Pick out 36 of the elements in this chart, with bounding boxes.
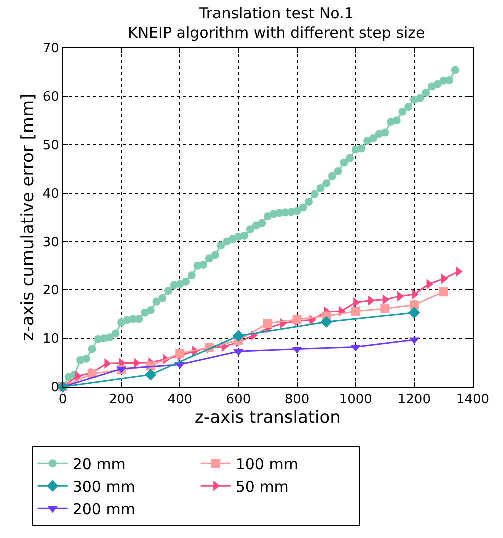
point	[145, 369, 157, 381]
x-tick-label: 1400	[456, 392, 490, 408]
y-tick-label: 70	[42, 42, 60, 57]
y-tick-label: 60	[42, 90, 60, 105]
point	[292, 346, 302, 354]
y-axis-title: z-axis cumulative error [mm]	[18, 94, 38, 342]
point	[176, 349, 185, 358]
y-tick-label: 10	[42, 332, 60, 348]
y-tick-label: 0	[51, 380, 60, 396]
x-axis-title: z-axis translation	[195, 408, 341, 428]
legend-label: 200 mm	[72, 500, 136, 518]
x-tick-label: 800	[284, 392, 310, 408]
point	[408, 307, 420, 319]
chart-title: Translation test No.1 KNEIP algorithm with different step size	[128, 4, 426, 42]
point	[351, 306, 360, 316]
point	[234, 349, 244, 356]
y-tick-label: 40	[42, 186, 60, 202]
x-tick-label: 600	[226, 392, 252, 408]
y-tick-label: 50	[42, 138, 60, 154]
y-tick-label: 20	[42, 284, 60, 299]
x-tick-label: 1000	[339, 392, 372, 408]
legend-label: 50 mm	[236, 478, 289, 496]
point	[439, 288, 448, 297]
x-tick-label: 1200	[398, 392, 431, 408]
point	[264, 319, 272, 328]
x-tick-label: 400	[168, 392, 193, 408]
legend-label: 100 mm	[236, 455, 298, 474]
legend-label: 20 mm	[72, 455, 126, 474]
point	[410, 300, 419, 310]
x-tick-label: 200	[109, 392, 134, 408]
point	[134, 358, 141, 368]
point	[380, 304, 390, 314]
y-tick-label: 30	[42, 235, 60, 250]
point	[232, 330, 245, 342]
point	[320, 316, 332, 328]
legend-label: 300 mm	[72, 478, 136, 496]
